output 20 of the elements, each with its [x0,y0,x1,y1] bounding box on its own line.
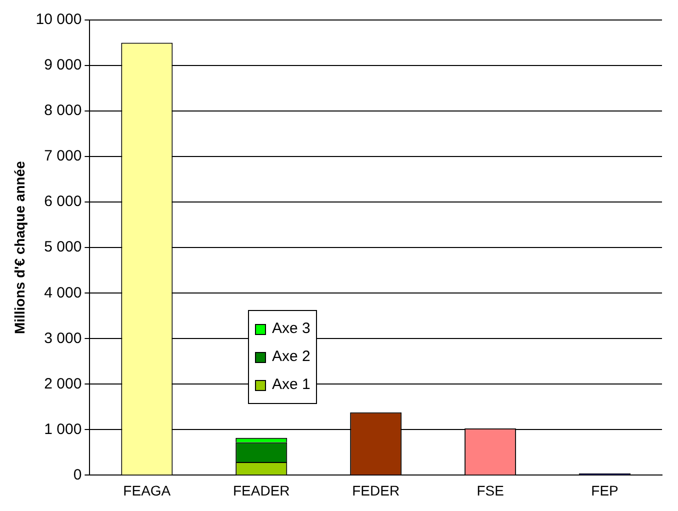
legend-label: Axe 1 [272,375,310,395]
y-tick-label: 7 000 [44,148,82,165]
y-tick-label: 3 000 [44,330,82,347]
y-tick-label: 9 000 [44,56,82,74]
y-tick-label: 1 000 [44,420,82,438]
x-tick-label: FEDER [352,482,400,498]
y-tick-label: 4 000 [44,284,82,302]
x-tick-label: FSE [476,482,504,498]
y-tick-label: 8 000 [44,102,82,120]
y-tick-label: 5 000 [44,238,82,256]
y-tick-label: 10 000 [36,11,82,28]
x-tick-label: FEAGA [123,482,172,498]
x-tick-label: FEADER [232,482,290,498]
y-tick-label: 0 [73,466,82,484]
x-tick-label: FEP [591,482,618,498]
y-axis-title: Millions d'€ chaque année [11,160,28,334]
y-tick-label: 2 000 [44,375,82,392]
legend-label: Axe 3 [272,319,310,339]
legend-label: Axe 2 [272,347,310,367]
y-tick-label: 6 000 [44,193,82,210]
